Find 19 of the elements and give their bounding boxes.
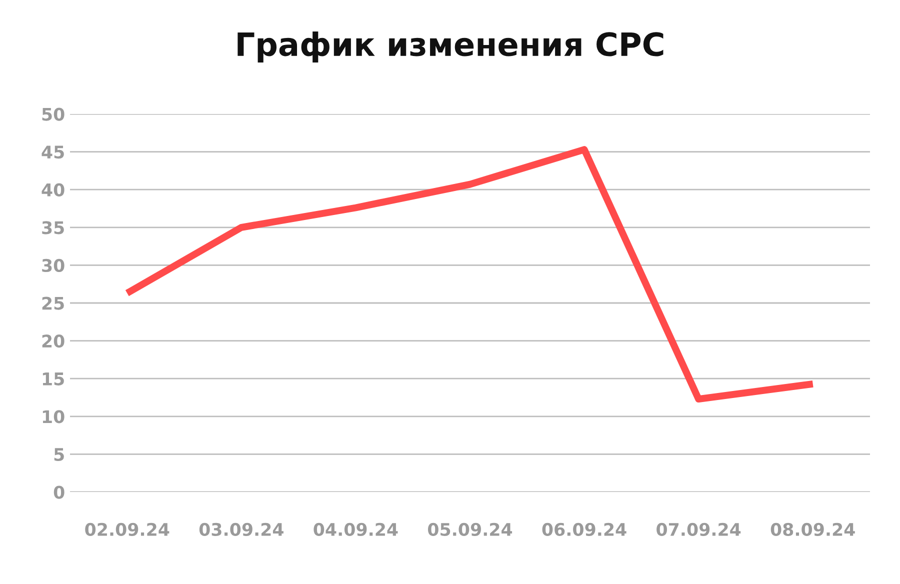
x-tick-label: 03.09.24: [199, 522, 284, 536]
y-tick-label: 5: [54, 448, 64, 462]
y-tick-label: 50: [42, 108, 64, 121]
y-tick-label: 0: [54, 486, 64, 499]
y-tick-label: 45: [42, 146, 64, 159]
x-tick-label: 05.09.24: [428, 522, 512, 536]
y-tick-label: 35: [42, 221, 64, 234]
y-tick-label: 15: [42, 372, 64, 386]
x-tick-label: 07.09.24: [656, 522, 741, 536]
y-tick-label: 20: [42, 334, 64, 348]
x-tick-label: 04.09.24: [314, 522, 398, 536]
x-tick-label: 02.09.24: [85, 522, 170, 536]
y-tick-label: 30: [42, 258, 64, 272]
y-tick-label: 10: [42, 410, 64, 424]
x-tick-label: 06.09.24: [542, 522, 626, 536]
x-tick-label: 08.09.24: [770, 522, 855, 536]
chart-title: График изменения CPC: [238, 32, 664, 62]
y-tick-label: 40: [42, 183, 64, 196]
y-tick-label: 25: [42, 296, 64, 310]
